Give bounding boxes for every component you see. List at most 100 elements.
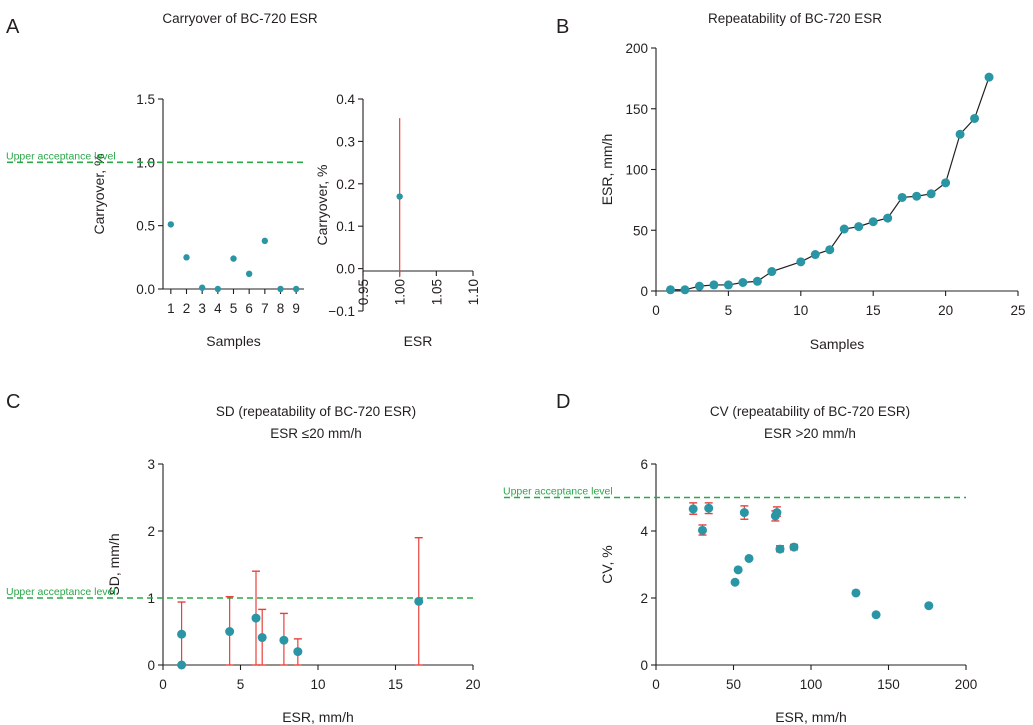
data-point-a bbox=[230, 255, 237, 262]
y-tick-label-c: 3 bbox=[147, 457, 155, 472]
data-point-d bbox=[871, 610, 881, 620]
x-tick-label-a: 3 bbox=[198, 301, 206, 316]
data-point-d bbox=[924, 601, 934, 611]
data-point-b bbox=[955, 129, 965, 139]
x-tick-label-d: 50 bbox=[726, 677, 741, 692]
y-tick-label-a-inset: 0.4 bbox=[336, 92, 355, 107]
x-axis-label-a-inset: ESR bbox=[404, 333, 433, 349]
x-tick-label-a-inset: 1.00 bbox=[393, 279, 408, 305]
acceptance-label-d: Upper acceptance level bbox=[503, 486, 613, 498]
y-tick-label-a-inset: 0.1 bbox=[336, 219, 355, 234]
x-tick-label-a: 1 bbox=[167, 301, 175, 316]
x-tick-label-c: 10 bbox=[310, 677, 325, 692]
panel-letter-a: A bbox=[6, 16, 20, 38]
data-point-d bbox=[730, 577, 740, 587]
data-point-a bbox=[261, 237, 269, 245]
data-point-d bbox=[733, 565, 743, 575]
data-point-d bbox=[775, 544, 785, 554]
x-tick-label-a-inset: 0.95 bbox=[356, 279, 371, 305]
data-point-a bbox=[198, 284, 206, 291]
data-point-b bbox=[854, 222, 864, 232]
y-tick-label-a: 1.5 bbox=[136, 92, 155, 107]
data-point-d bbox=[739, 508, 749, 518]
x-tick-label-a-inset: 1.10 bbox=[466, 279, 481, 305]
y-tick-label-a-inset: 0.2 bbox=[336, 177, 355, 192]
panel-letter-b: B bbox=[556, 16, 569, 38]
x-tick-label-c: 5 bbox=[237, 677, 245, 692]
y-axis-label-a: Carryover, % bbox=[91, 154, 107, 235]
data-point-d bbox=[789, 542, 799, 552]
chart-title-c: SD (repeatability of BC-720 ESR) bbox=[216, 404, 416, 419]
acceptance-label-c: Upper acceptance level bbox=[6, 586, 116, 598]
y-axis-label-c: SD, mm/h bbox=[106, 533, 122, 595]
x-tick-label-c: 0 bbox=[159, 677, 167, 692]
data-point-b bbox=[984, 72, 994, 82]
y-axis-label-a-inset: Carryover, % bbox=[314, 165, 330, 246]
data-point-c bbox=[293, 647, 303, 657]
y-tick-label-d: 0 bbox=[640, 658, 648, 673]
y-tick-label-a: 0.5 bbox=[136, 219, 155, 234]
x-axis-label-b: Samples bbox=[810, 336, 864, 352]
data-point-a bbox=[277, 285, 284, 293]
x-tick-label-a: 6 bbox=[245, 301, 253, 316]
data-point-b bbox=[810, 250, 820, 260]
chart-title-a: Carryover of BC-720 ESR bbox=[162, 11, 318, 26]
y-tick-label-c: 0 bbox=[147, 658, 155, 673]
data-point-a bbox=[167, 221, 175, 228]
data-point-b bbox=[723, 280, 733, 290]
data-point-d bbox=[688, 504, 698, 514]
data-point-b bbox=[738, 277, 748, 287]
data-point-a bbox=[245, 270, 253, 277]
x-tick-label-a: 8 bbox=[277, 301, 285, 316]
data-point-c bbox=[257, 633, 267, 643]
x-tick-label-b: 5 bbox=[725, 303, 733, 318]
acceptance-label-a: Upper acceptance level bbox=[6, 150, 116, 162]
y-tick-label-c: 2 bbox=[147, 524, 155, 539]
x-tick-label-a: 7 bbox=[261, 301, 269, 316]
x-tick-label-a: 2 bbox=[183, 301, 191, 316]
x-tick-label-a: 9 bbox=[292, 301, 300, 316]
x-tick-label-d: 200 bbox=[955, 677, 978, 692]
data-point-c bbox=[225, 627, 235, 636]
x-tick-label-d: 150 bbox=[877, 677, 900, 692]
chart-title-d: CV (repeatability of BC-720 ESR) bbox=[710, 404, 910, 419]
panel-letter-d: D bbox=[556, 391, 570, 413]
y-tick-label-a-inset: 0.3 bbox=[336, 134, 355, 149]
y-axis-label-b: ESR, mm/h bbox=[599, 134, 615, 206]
y-tick-label-b: 150 bbox=[625, 102, 648, 117]
data-point-b bbox=[839, 224, 849, 234]
data-point-c bbox=[177, 660, 187, 670]
data-point-d bbox=[744, 553, 754, 563]
data-point-a bbox=[183, 254, 190, 261]
data-point-b bbox=[709, 280, 719, 290]
data-point-a-inset bbox=[396, 193, 403, 200]
series-line-b bbox=[670, 76, 990, 291]
y-tick-label-a: 1.0 bbox=[136, 155, 155, 170]
data-point-d bbox=[851, 588, 861, 598]
data-point-b bbox=[825, 245, 835, 255]
x-axis-label-c: ESR, mm/h bbox=[282, 709, 354, 725]
y-tick-label-a-inset: 0.0 bbox=[336, 262, 355, 277]
x-tick-label-d: 100 bbox=[800, 677, 823, 692]
data-point-c bbox=[251, 613, 261, 623]
data-point-b bbox=[665, 285, 675, 295]
y-tick-label-b: 50 bbox=[633, 223, 648, 238]
x-tick-label-b: 25 bbox=[1010, 303, 1025, 318]
y-tick-label-b: 0 bbox=[640, 284, 648, 299]
x-axis-label-a: Samples bbox=[206, 333, 260, 349]
data-point-b bbox=[868, 217, 878, 227]
x-tick-label-b: 20 bbox=[938, 303, 953, 318]
chart-subtitle-d: ESR >20 mm/h bbox=[764, 426, 856, 441]
data-point-b bbox=[680, 285, 690, 295]
y-axis-label-d: CV, % bbox=[599, 545, 615, 583]
x-tick-label-a: 4 bbox=[214, 301, 222, 316]
x-tick-label-a-inset: 1.05 bbox=[429, 279, 444, 305]
x-tick-label-b: 0 bbox=[652, 303, 660, 318]
data-point-d bbox=[772, 508, 782, 518]
y-tick-label-a: 0.0 bbox=[136, 282, 155, 297]
panel-letter-c: C bbox=[6, 391, 20, 413]
data-point-b bbox=[970, 113, 980, 123]
y-tick-label-d: 2 bbox=[640, 591, 648, 606]
